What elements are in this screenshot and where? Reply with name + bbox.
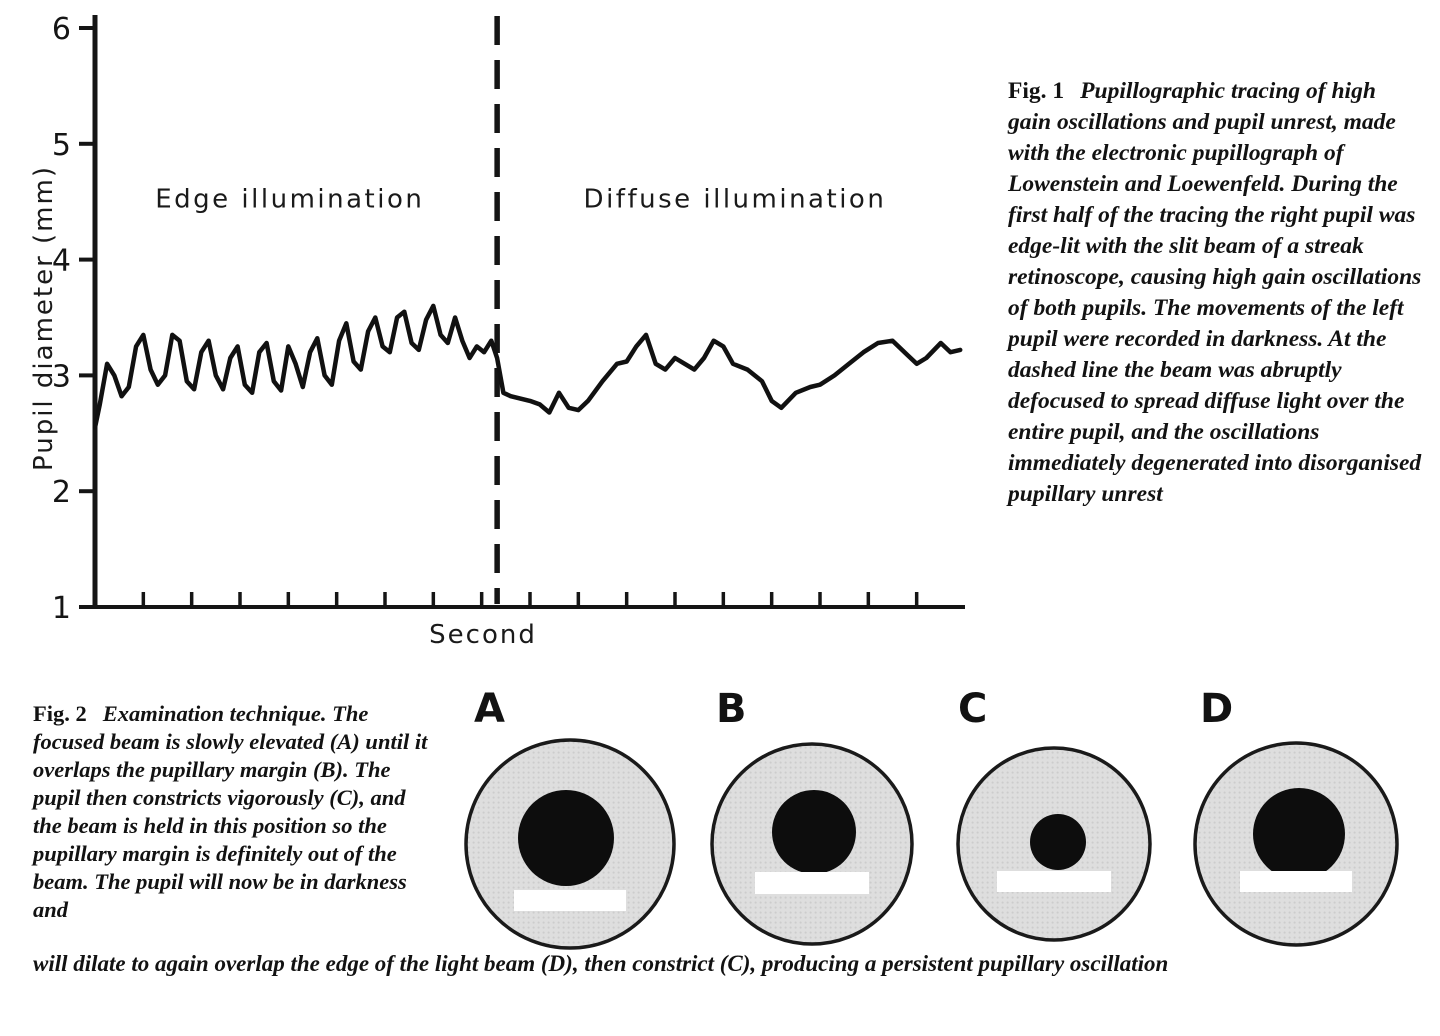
y-tick-label: 3 [52,359,71,394]
y-tick-label: 2 [52,475,71,510]
y-tick-label: 5 [52,128,71,163]
eye-diagram-svg [710,742,914,946]
y-axis-title: Pupil diameter (mm) [29,165,59,471]
light-beam-bar [1240,871,1352,892]
y-tick-label: 4 [52,244,71,279]
eye-diagram-svg [1193,741,1399,947]
panel-letter: C [958,686,988,732]
eye-diagram-svg [464,738,676,950]
fig1-label: Fig. 1 [1008,78,1065,104]
y-tick-label: 1 [52,591,71,626]
pupil-diameter-trace [92,303,963,430]
pupil-circle [1253,788,1345,880]
light-beam-bar [755,872,869,894]
eye-diagram-svg [956,746,1152,942]
fig1-caption: Fig. 1 Pupillographic tracing of high gai… [1008,76,1424,510]
eye-panel-A: A [462,686,678,956]
pupillogram-svg: 1 2 3 4 5 6 Edge illumination Diffuse illuminat… [29,12,965,650]
examination-panels: A B C D [462,686,1404,956]
panel-letter: B [716,686,747,732]
pupillogram-chart: 1 2 3 4 5 6 Edge illumination Diffuse illuminat… [0,0,985,665]
y-tick-label: 6 [52,12,71,47]
x-axis-title: Second [429,620,537,650]
eye-panel-C: C [946,686,1162,956]
fig2-caption-continuation: will dilate to again overlap the edge of… [33,951,1169,976]
pupil-circle [1030,814,1086,870]
pupil-circle [772,790,856,874]
eye-panel-D: D [1188,686,1404,956]
panel-letter: A [474,686,505,732]
illumination-annotation: Edge illumination [155,184,424,214]
light-beam-bar [514,890,626,911]
eye-panel-B: B [704,686,920,956]
fig2-text: Examination technique. The focused beam … [33,701,428,922]
fig2-label: Fig. 2 [33,701,87,726]
light-beam-bar [997,871,1111,892]
pupil-circle [518,790,614,886]
fig2-caption: Fig. 2 Examination technique. The focused… [33,700,429,924]
fig1-text: Pupillographic tracing of high gain osci… [1008,78,1422,508]
illumination-annotation: Diffuse illumination [584,184,887,214]
panel-letter: D [1200,686,1234,732]
